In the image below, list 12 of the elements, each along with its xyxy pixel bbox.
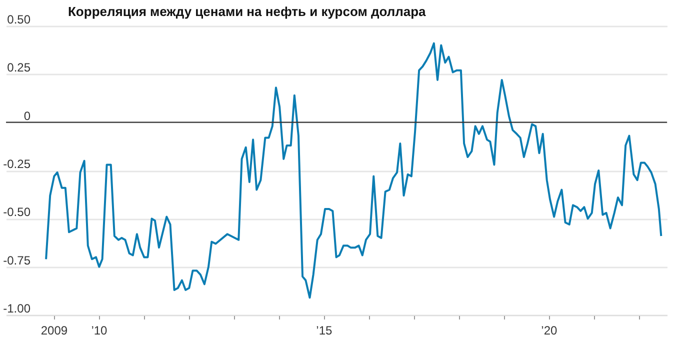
x-tick-label: ’20 — [541, 324, 558, 338]
y-tick-label: -0.50 — [3, 205, 31, 220]
y-tick-label: 0 — [24, 108, 31, 123]
chart-title: Корреляция между ценами на нефть и курсом доллара — [68, 4, 427, 19]
x-tick-label: ’15 — [316, 324, 333, 338]
y-tick-label: -0.25 — [3, 157, 31, 171]
x-tick-label: 2009 — [40, 324, 68, 338]
y-tick-label: -0.75 — [3, 253, 31, 268]
y-tick-label: -1.00 — [3, 302, 31, 316]
y-tick-label: 0.50 — [7, 12, 31, 26]
y-tick-label: 0.25 — [7, 60, 31, 75]
x-tick-label: ’10 — [91, 324, 108, 338]
